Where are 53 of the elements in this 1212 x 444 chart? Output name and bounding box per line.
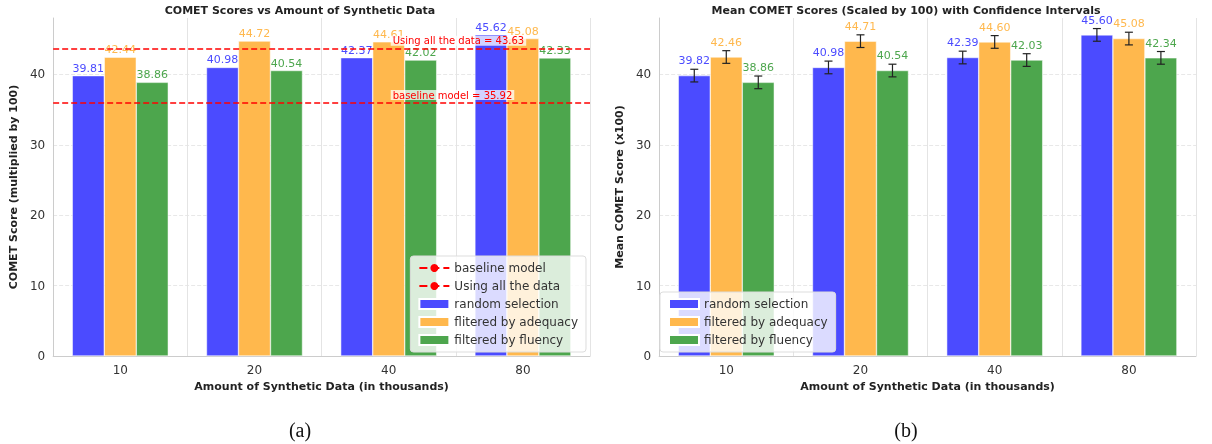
y-tick-label: 10 <box>29 278 46 293</box>
data-label: 42.02 <box>404 46 437 60</box>
data-label: 45.62 <box>475 20 507 34</box>
y-axis-title: COMET Score (multiplied by 100) <box>7 84 20 290</box>
y-tick-label: 10 <box>635 278 652 293</box>
y-tick-label: 0 <box>643 349 652 363</box>
y-tick-label: 30 <box>29 137 46 152</box>
data-label: 40.98 <box>812 46 845 60</box>
data-label: 40.98 <box>206 53 239 67</box>
data-label: 44.60 <box>978 20 1011 34</box>
y-tick-label: 20 <box>635 208 652 223</box>
text: (b) <box>894 419 918 442</box>
legend-label: flitered by adequacy <box>454 315 579 329</box>
y-axis-title: Mean COMET Score (x100) <box>613 105 626 269</box>
y-tick-label: 40 <box>29 67 46 82</box>
data-label: 42.46 <box>710 35 743 49</box>
data-label: 42.03 <box>1010 38 1043 52</box>
x-tick-label: 80 <box>1121 363 1137 377</box>
y-tick-label: 30 <box>635 137 652 152</box>
y-tick-label: 0 <box>37 349 46 363</box>
data-label: 42.39 <box>946 36 979 50</box>
data-label: 39.82 <box>678 54 711 68</box>
data-label: 38.86 <box>136 68 169 82</box>
legend-label: filtered by fluency <box>704 333 813 347</box>
data-label: 45.08 <box>1113 17 1145 31</box>
chart-title: COMET Scores vs Amount of Synthetic Data <box>164 4 436 17</box>
annotation: baseline model = 35.92 <box>392 89 513 101</box>
y-tick-label: 40 <box>635 67 652 82</box>
legend-label: Using all the data <box>454 279 561 293</box>
x-tick-label: 10 <box>718 363 734 377</box>
annotation: Using all the data = 43.63 <box>392 35 525 47</box>
x-tick-label: 40 <box>381 363 397 377</box>
data-label: 39.81 <box>72 61 105 75</box>
x-tick-label: 20 <box>246 363 263 377</box>
legend-label: random selection <box>454 297 559 311</box>
legend-label: filtered by fluency <box>454 333 564 347</box>
text: (a) <box>288 419 312 442</box>
x-tick-label: 10 <box>112 363 128 377</box>
x-tick-label: 80 <box>515 363 531 377</box>
data-label: 38.86 <box>742 61 775 75</box>
legend-label: baseline model <box>454 261 546 275</box>
x-tick-label: 20 <box>852 363 869 377</box>
y-tick-label: 20 <box>29 208 46 223</box>
legend-label: random selection <box>704 297 809 311</box>
data-label: 44.71 <box>844 19 877 33</box>
x-axis-title: Amount of Synthetic Data (in thousands) <box>194 379 449 393</box>
legend-label: filtered by adequacy <box>704 315 828 329</box>
data-label: 40.54 <box>270 56 303 70</box>
data-label: 40.54 <box>876 49 909 63</box>
x-tick-label: 40 <box>987 363 1003 377</box>
data-label: 44.72 <box>238 27 271 41</box>
x-axis-title: Amount of Synthetic Data (in thousands) <box>800 379 1055 393</box>
data-label: 42.34 <box>1145 36 1177 50</box>
